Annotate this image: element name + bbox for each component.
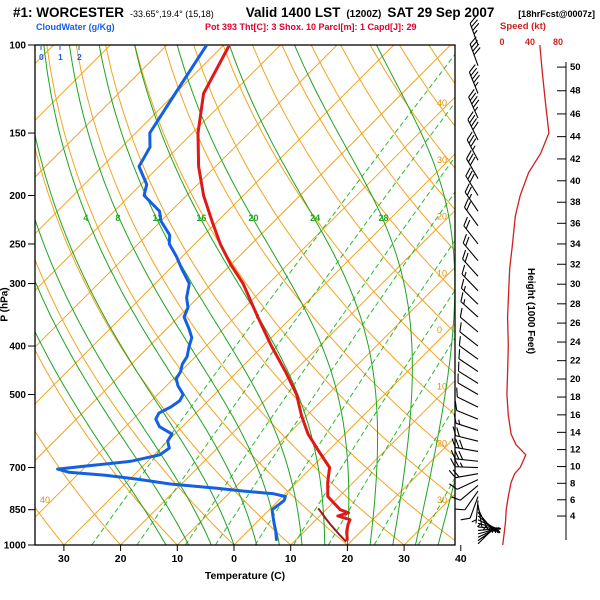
svg-text:10: 10 xyxy=(437,268,447,278)
svg-text:30: 30 xyxy=(570,279,581,290)
wind-barb-column xyxy=(448,15,501,545)
station-title: #1: WORCESTER xyxy=(13,5,125,20)
speed-tick-80: 80 xyxy=(552,37,563,47)
svg-text:20: 20 xyxy=(437,438,447,448)
title-bar: #1: WORCESTER -33.65°,19.4° (15,18) Vali… xyxy=(13,5,595,20)
svg-text:200: 200 xyxy=(9,191,26,202)
svg-text:50: 50 xyxy=(570,62,581,73)
valid-time: Valid 1400 LST xyxy=(245,5,341,20)
svg-text:12: 12 xyxy=(570,445,581,456)
svg-text:20: 20 xyxy=(437,212,447,222)
svg-text:10: 10 xyxy=(570,462,581,473)
sounding-traces xyxy=(56,45,352,543)
svg-text:250: 250 xyxy=(9,239,26,250)
svg-text:30: 30 xyxy=(437,495,447,505)
svg-text:500: 500 xyxy=(9,390,26,401)
svg-text:30: 30 xyxy=(398,553,410,565)
svg-text:400: 400 xyxy=(9,342,26,353)
svg-text:42: 42 xyxy=(570,154,581,165)
speed-tick-0: 0 xyxy=(499,37,505,47)
svg-text:8: 8 xyxy=(115,213,120,223)
svg-text:22: 22 xyxy=(570,356,581,367)
svg-text:4: 4 xyxy=(570,511,576,522)
svg-text:10: 10 xyxy=(285,553,297,565)
svg-text:34: 34 xyxy=(570,239,581,250)
svg-text:36: 36 xyxy=(570,218,581,229)
svg-text:40: 40 xyxy=(570,176,581,187)
svg-text:100: 100 xyxy=(9,41,26,52)
svg-text:40: 40 xyxy=(455,553,467,565)
svg-text:0: 0 xyxy=(231,553,237,565)
svg-text:4: 4 xyxy=(83,213,88,223)
svg-text:0: 0 xyxy=(437,325,442,335)
svg-text:16: 16 xyxy=(196,213,206,223)
svg-text:2: 2 xyxy=(77,52,82,62)
svg-text:20: 20 xyxy=(249,213,259,223)
svg-text:10: 10 xyxy=(171,553,183,565)
svg-text:700: 700 xyxy=(9,463,26,474)
svg-text:0: 0 xyxy=(39,52,44,62)
svg-text:18: 18 xyxy=(570,392,581,403)
svg-text:30: 30 xyxy=(437,155,447,165)
svg-text:32: 32 xyxy=(570,259,581,270)
svg-text:10: 10 xyxy=(437,382,447,392)
svg-text:6: 6 xyxy=(570,495,575,506)
svg-text:150: 150 xyxy=(9,129,26,140)
valid-date: SAT 29 Sep 2007 xyxy=(387,5,495,20)
svg-text:20: 20 xyxy=(570,374,581,385)
svg-text:40: 40 xyxy=(437,98,447,108)
svg-text:28: 28 xyxy=(379,213,389,223)
thermo-stats-readout: Pot 393 Tht[C]: 3 Shox. 10 Parcl[m]: 1 C… xyxy=(205,22,417,32)
svg-text:1: 1 xyxy=(58,52,63,62)
speed-axis-label: Speed (kt) xyxy=(500,21,546,32)
svg-text:14: 14 xyxy=(570,427,581,438)
svg-text:46: 46 xyxy=(570,109,581,120)
svg-text:26: 26 xyxy=(570,318,581,329)
svg-text:20: 20 xyxy=(115,553,127,565)
svg-text:38: 38 xyxy=(570,197,581,208)
svg-text:20: 20 xyxy=(342,553,354,565)
svg-text:1000: 1000 xyxy=(4,541,27,552)
cloudwater-axis-label: CloudWater (g/Kg) xyxy=(36,22,115,32)
svg-text:8: 8 xyxy=(570,478,575,489)
svg-text:28: 28 xyxy=(570,299,581,310)
station-coords: -33.65°,19.4° (15,18) xyxy=(130,9,214,19)
temperature-axis-label: Temperature (C) xyxy=(204,570,286,582)
svg-text:44: 44 xyxy=(570,132,581,143)
valid-zulu: (1200Z) xyxy=(346,9,382,20)
svg-text:48: 48 xyxy=(570,86,581,97)
speed-tick-40: 40 xyxy=(524,37,535,47)
svg-text:40: 40 xyxy=(40,495,50,505)
svg-text:12: 12 xyxy=(152,213,162,223)
svg-text:24: 24 xyxy=(570,337,581,348)
svg-text:30: 30 xyxy=(58,553,70,565)
svg-text:850: 850 xyxy=(9,505,26,516)
svg-text:16: 16 xyxy=(570,410,581,421)
forecast-tag: [18hrFcst@0007z] xyxy=(518,9,595,19)
height-speed-panel: 5048464442403836343230282624222018161412… xyxy=(502,44,581,546)
svg-text:300: 300 xyxy=(9,279,26,290)
svg-text:24: 24 xyxy=(310,213,320,223)
